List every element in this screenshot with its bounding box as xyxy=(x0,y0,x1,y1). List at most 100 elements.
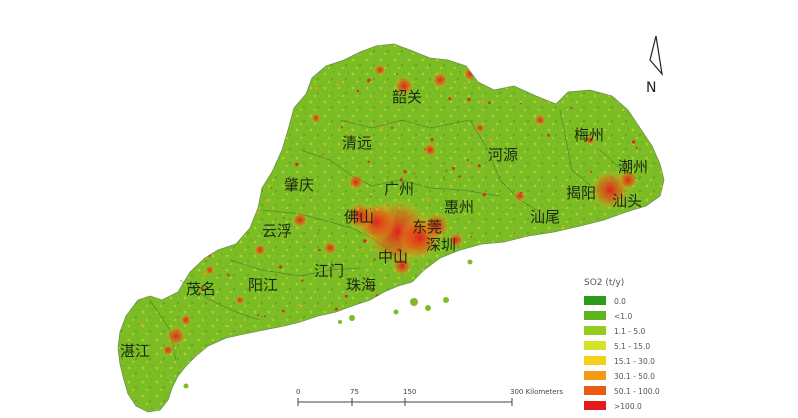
hotspot xyxy=(180,314,192,326)
legend-swatch xyxy=(584,296,606,305)
emission-point xyxy=(488,101,491,104)
emission-point xyxy=(488,138,493,142)
emission-point xyxy=(448,97,452,101)
hotspot xyxy=(348,174,364,190)
emission-point xyxy=(281,309,285,313)
emission-point xyxy=(292,329,294,331)
hotspot xyxy=(475,123,485,133)
emission-point xyxy=(639,223,642,226)
emission-point xyxy=(579,261,583,265)
emission-point xyxy=(194,192,197,196)
emission-point xyxy=(479,61,481,63)
emission-point xyxy=(257,314,260,317)
city-label-jiangmen: 江门 xyxy=(314,262,344,280)
emission-point xyxy=(229,71,234,76)
emission-point xyxy=(264,199,268,203)
emission-point xyxy=(227,69,229,71)
emission-point xyxy=(456,163,458,165)
emission-point xyxy=(322,153,324,156)
city-label-yunfu: 云浮 xyxy=(262,222,292,240)
emission-point xyxy=(203,272,207,276)
hotspot xyxy=(534,114,546,126)
legend-title: SO2 (t/y) xyxy=(584,278,624,288)
emission-point xyxy=(234,236,237,239)
emission-point xyxy=(309,197,312,199)
emission-point xyxy=(467,165,472,169)
emission-point xyxy=(345,131,349,135)
hotspot xyxy=(585,135,595,145)
emission-point xyxy=(572,260,576,264)
hotspot xyxy=(162,344,174,356)
emission-point xyxy=(461,86,463,88)
emission-point xyxy=(278,317,280,319)
hotspot xyxy=(463,67,477,81)
emission-point xyxy=(336,83,339,86)
emission-point xyxy=(604,212,606,215)
emission-point xyxy=(315,86,319,90)
emission-point xyxy=(160,270,165,275)
emission-point xyxy=(268,189,270,192)
emission-point xyxy=(361,247,365,251)
emission-point xyxy=(165,154,168,156)
emission-point xyxy=(640,273,644,278)
scale-tick-label: 75 xyxy=(350,388,359,396)
emission-point xyxy=(388,171,390,173)
city-label-shanwei: 汕尾 xyxy=(530,208,560,226)
emission-point xyxy=(211,138,215,142)
hotspot xyxy=(394,76,414,96)
emission-point xyxy=(363,239,367,243)
legend-label: >100.0 xyxy=(614,402,642,411)
emission-point xyxy=(271,187,273,189)
emission-point xyxy=(176,102,178,105)
emission-point xyxy=(482,293,485,296)
emission-point xyxy=(140,322,144,326)
legend-label: 5.1 - 15.0 xyxy=(614,342,650,351)
emission-point xyxy=(138,190,142,193)
emission-point xyxy=(275,122,279,126)
emission-point xyxy=(181,98,184,100)
emission-point xyxy=(403,170,407,174)
emission-point xyxy=(587,212,590,215)
emission-point xyxy=(379,101,382,104)
emission-point xyxy=(367,78,371,83)
city-label-huizhou: 惠州 xyxy=(444,198,474,216)
emission-point xyxy=(648,60,650,63)
emission-point xyxy=(399,178,403,182)
emission-point xyxy=(437,261,441,265)
emission-point xyxy=(201,178,205,182)
emission-point xyxy=(633,59,635,62)
emission-point xyxy=(516,145,518,147)
emission-point xyxy=(423,148,426,150)
scale-bar: 0 75 150 300 Kilometers xyxy=(296,388,563,406)
emission-point xyxy=(334,307,338,311)
emission-point xyxy=(422,325,425,329)
emission-point xyxy=(426,197,430,201)
emission-point xyxy=(346,136,348,138)
emission-point xyxy=(165,158,169,161)
emission-point xyxy=(172,155,175,157)
emission-point xyxy=(647,324,649,327)
hotspot xyxy=(432,72,448,88)
city-label-zhanjiang: 湛江 xyxy=(120,342,150,360)
emission-point xyxy=(383,203,387,207)
emission-point xyxy=(291,92,293,95)
emission-point xyxy=(188,115,192,119)
hotspot xyxy=(311,113,321,123)
emission-point xyxy=(279,265,283,269)
emission-point xyxy=(445,170,448,172)
emission-point xyxy=(480,79,484,82)
emission-point xyxy=(602,240,605,243)
emission-point xyxy=(443,178,446,180)
emission-point xyxy=(376,319,381,323)
emission-point xyxy=(356,89,360,93)
emission-point xyxy=(413,173,416,175)
city-label-zhuhai: 珠海 xyxy=(346,276,376,294)
emission-point xyxy=(243,201,246,204)
city-label-shenzhen: 深圳 xyxy=(426,236,456,254)
emission-point xyxy=(380,126,384,130)
emission-point xyxy=(375,207,379,212)
legend-label: 30.1 - 50.0 xyxy=(614,372,655,381)
emission-point xyxy=(282,217,285,219)
hotspot xyxy=(323,241,337,255)
emission-point xyxy=(590,170,593,173)
